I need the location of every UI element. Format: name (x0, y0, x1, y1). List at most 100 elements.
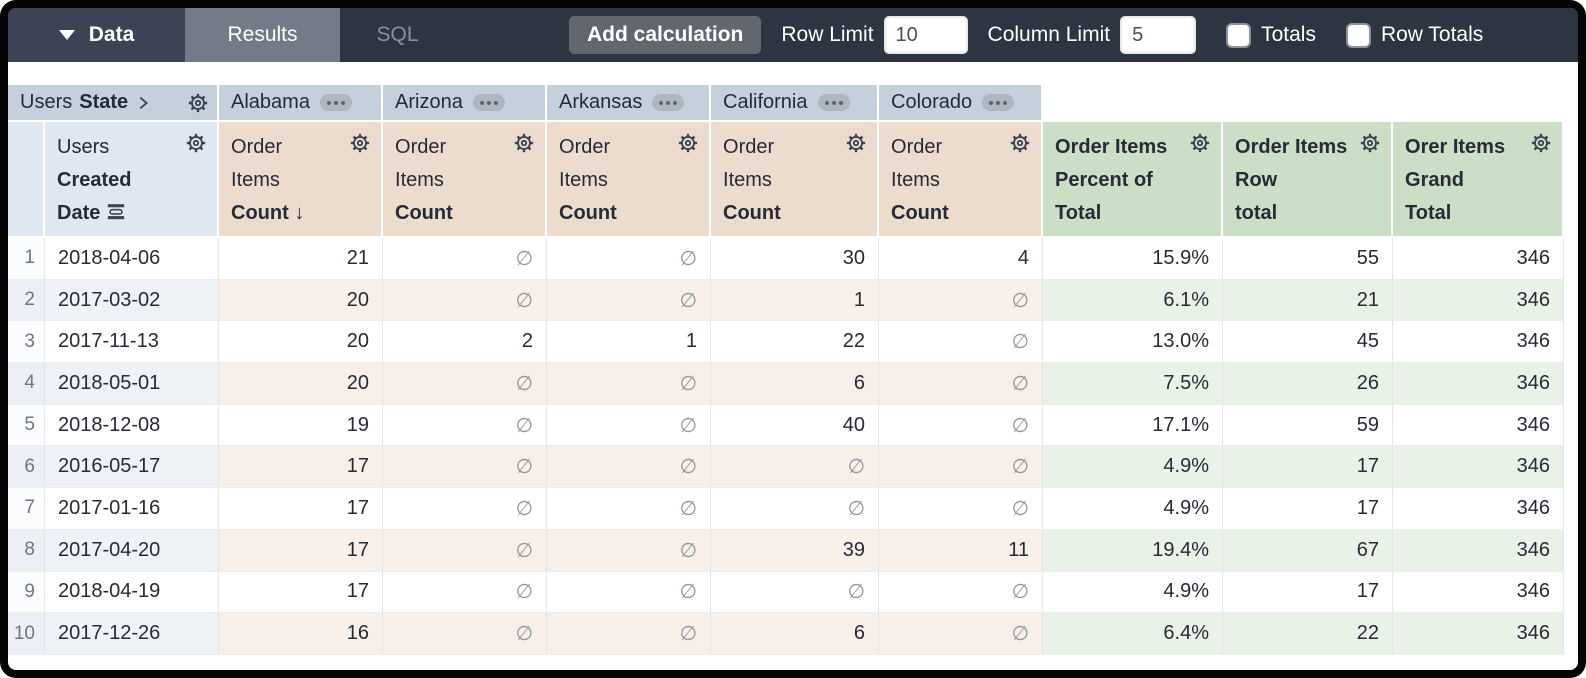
data-cell[interactable]: 11 (879, 529, 1044, 572)
data-cell[interactable]: 20 (219, 321, 384, 364)
calc-cell[interactable]: 26 (1223, 363, 1394, 405)
ellipsis-menu-icon[interactable] (982, 94, 1015, 111)
gear-icon[interactable] (513, 132, 535, 154)
null-cell[interactable]: ∅ (711, 446, 880, 489)
ellipsis-menu-icon[interactable] (817, 94, 850, 111)
gear-icon[interactable] (185, 132, 207, 154)
calc-cell[interactable]: 4.9% (1043, 488, 1224, 530)
null-cell[interactable]: ∅ (711, 488, 880, 530)
gear-icon[interactable] (1189, 132, 1211, 154)
pivot-value-header-california[interactable]: California (711, 85, 880, 122)
data-cell[interactable]: 17 (219, 446, 384, 489)
null-cell[interactable]: ∅ (879, 613, 1044, 655)
null-cell[interactable]: ∅ (547, 571, 712, 614)
null-cell[interactable]: ∅ (383, 529, 548, 572)
null-cell[interactable]: ∅ (547, 238, 712, 280)
data-cell[interactable]: 17 (219, 571, 384, 614)
calc-cell[interactable]: 346 (1393, 488, 1565, 530)
date-cell[interactable]: 2017-12-26 (45, 613, 220, 655)
data-cell[interactable]: 6 (711, 363, 880, 405)
null-cell[interactable]: ∅ (547, 404, 712, 447)
calc-cell[interactable]: 55 (1223, 238, 1394, 280)
data-cell[interactable]: 2 (383, 321, 548, 364)
date-cell[interactable]: 2016-05-17 (45, 446, 220, 489)
null-cell[interactable]: ∅ (383, 404, 548, 447)
data-cell[interactable]: 4 (879, 238, 1044, 280)
ellipsis-menu-icon[interactable] (319, 94, 352, 111)
null-cell[interactable]: ∅ (879, 488, 1044, 530)
calc-cell[interactable]: 346 (1393, 279, 1565, 322)
date-cell[interactable]: 2018-05-01 (45, 363, 220, 405)
null-cell[interactable]: ∅ (547, 446, 712, 489)
null-cell[interactable]: ∅ (547, 613, 712, 655)
data-cell[interactable]: 20 (219, 363, 384, 405)
data-section-toggle[interactable]: Data (8, 8, 185, 62)
row-dimension-header[interactable]: Users Created Date (45, 122, 220, 238)
data-cell[interactable]: 39 (711, 529, 880, 572)
pivot-value-header-arkansas[interactable]: Arkansas (547, 85, 712, 122)
calc-cell[interactable]: 17 (1223, 446, 1394, 489)
data-cell[interactable]: 19 (219, 404, 384, 447)
gear-icon[interactable] (187, 92, 209, 114)
calc-cell[interactable]: 17 (1223, 571, 1394, 614)
null-cell[interactable]: ∅ (383, 279, 548, 322)
date-cell[interactable]: 2018-12-08 (45, 404, 220, 447)
measure-header-arkansas-count[interactable]: Order Items Count (547, 122, 712, 238)
calc-cell[interactable]: 67 (1223, 529, 1394, 572)
pivot-value-header-alabama[interactable]: Alabama (219, 85, 384, 122)
pivot-value-header-colorado[interactable]: Colorado (879, 85, 1044, 122)
null-cell[interactable]: ∅ (383, 238, 548, 280)
tab-sql[interactable]: SQL (340, 8, 455, 62)
ellipsis-menu-icon[interactable] (652, 94, 685, 111)
data-cell[interactable]: 20 (219, 279, 384, 322)
date-cell[interactable]: 2017-03-02 (45, 279, 220, 322)
calc-cell[interactable]: 346 (1393, 404, 1565, 447)
ellipsis-menu-icon[interactable] (472, 94, 505, 111)
calc-cell[interactable]: 21 (1223, 279, 1394, 322)
gear-icon[interactable] (1009, 132, 1031, 154)
calc-cell[interactable]: 4.9% (1043, 446, 1224, 489)
date-cell[interactable]: 2018-04-06 (45, 238, 220, 280)
calc-cell[interactable]: 4.9% (1043, 571, 1224, 614)
null-cell[interactable]: ∅ (383, 571, 548, 614)
gear-icon[interactable] (677, 132, 699, 154)
null-cell[interactable]: ∅ (879, 446, 1044, 489)
data-cell[interactable]: 30 (711, 238, 880, 280)
null-cell[interactable]: ∅ (547, 363, 712, 405)
null-cell[interactable]: ∅ (547, 279, 712, 322)
null-cell[interactable]: ∅ (879, 363, 1044, 405)
sort-desc-icon[interactable]: ↓ (294, 202, 305, 224)
calc-cell[interactable]: 346 (1393, 446, 1565, 489)
null-cell[interactable]: ∅ (879, 279, 1044, 322)
measure-header-colorado-count[interactable]: Order Items Count (879, 122, 1044, 238)
null-cell[interactable]: ∅ (383, 446, 548, 489)
measure-header-california-count[interactable]: Order Items Count (711, 122, 880, 238)
null-cell[interactable]: ∅ (711, 571, 880, 614)
data-cell[interactable]: 21 (219, 238, 384, 280)
calc-cell[interactable]: 346 (1393, 529, 1565, 572)
data-cell[interactable]: 17 (219, 488, 384, 530)
data-cell[interactable]: 1 (711, 279, 880, 322)
calc-cell[interactable]: 346 (1393, 571, 1565, 614)
calc-cell[interactable]: 45 (1223, 321, 1394, 364)
row-limit-input[interactable] (883, 16, 968, 54)
measure-header-arizona-count[interactable]: Order Items Count (383, 122, 548, 238)
calc-cell[interactable]: 17 (1223, 488, 1394, 530)
calc-header-row-total[interactable]: Order Items Row total (1223, 122, 1394, 238)
null-cell[interactable]: ∅ (547, 529, 712, 572)
pivot-dimension-header[interactable]: Users State (8, 85, 220, 122)
calc-cell[interactable]: 6.4% (1043, 613, 1224, 655)
calc-cell[interactable]: 346 (1393, 238, 1565, 280)
gear-icon[interactable] (845, 132, 867, 154)
date-cell[interactable]: 2017-11-13 (45, 321, 220, 364)
gear-icon[interactable] (349, 132, 371, 154)
null-cell[interactable]: ∅ (879, 321, 1044, 364)
date-cell[interactable]: 2017-01-16 (45, 488, 220, 530)
calc-cell[interactable]: 59 (1223, 404, 1394, 447)
null-cell[interactable]: ∅ (547, 488, 712, 530)
calc-cell[interactable]: 346 (1393, 613, 1565, 655)
calc-cell[interactable]: 19.4% (1043, 529, 1224, 572)
null-cell[interactable]: ∅ (383, 488, 548, 530)
date-cell[interactable]: 2018-04-19 (45, 571, 220, 614)
column-limit-input[interactable] (1120, 16, 1197, 54)
